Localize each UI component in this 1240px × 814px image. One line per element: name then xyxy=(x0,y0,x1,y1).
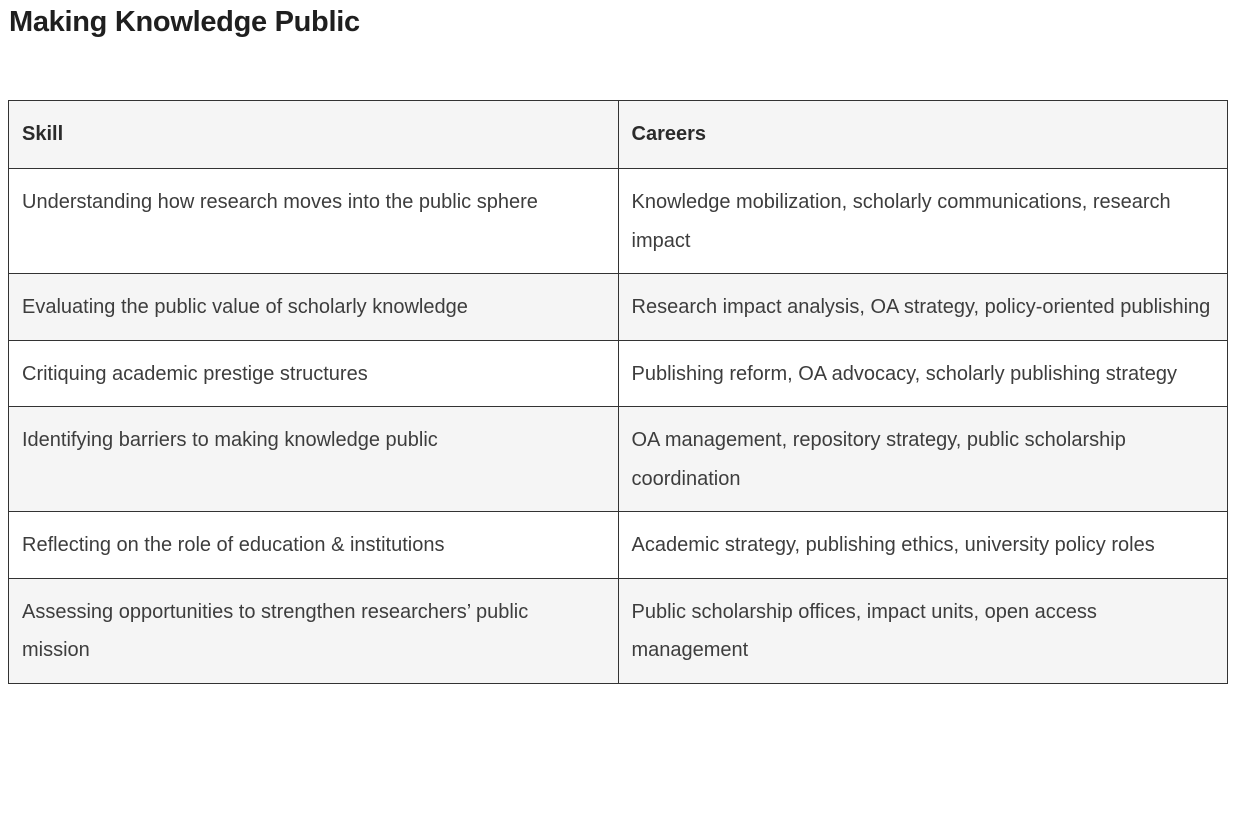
table-row: Reflecting on the role of education & in… xyxy=(8,511,1228,579)
skill-cell: Assessing opportunities to strengthen re… xyxy=(8,577,619,684)
skill-cell: Reflecting on the role of education & in… xyxy=(8,511,619,579)
skills-careers-table: Skill Careers Understanding how research… xyxy=(8,100,1228,684)
careers-cell: Academic strategy, publishing ethics, un… xyxy=(617,511,1228,579)
skill-cell: Evaluating the public value of scholarly… xyxy=(8,273,619,341)
table-row: Evaluating the public value of scholarly… xyxy=(8,273,1228,341)
careers-cell: Public scholarship offices, impact units… xyxy=(617,577,1228,684)
table-header-row: Skill Careers xyxy=(8,100,1228,169)
careers-cell: Publishing reform, OA advocacy, scholarl… xyxy=(617,339,1228,407)
skill-cell: Understanding how research moves into th… xyxy=(8,168,619,274)
column-header-careers: Careers xyxy=(617,100,1228,169)
table-row: Critiquing academic prestige structures P… xyxy=(8,339,1228,407)
table-header: Skill Careers xyxy=(8,100,1228,169)
column-header-skill: Skill xyxy=(8,100,619,169)
careers-cell: Research impact analysis, OA strategy, p… xyxy=(617,273,1228,341)
table-row: Assessing opportunities to strengthen re… xyxy=(8,577,1228,684)
skill-cell: Identifying barriers to making knowledge… xyxy=(8,406,619,512)
skill-cell: Critiquing academic prestige structures xyxy=(8,339,619,407)
careers-cell: OA management, repository strategy, publ… xyxy=(617,406,1228,512)
table-body: Understanding how research moves into th… xyxy=(8,168,1228,684)
careers-cell: Knowledge mobilization, scholarly commun… xyxy=(617,168,1228,274)
table-row: Identifying barriers to making knowledge… xyxy=(8,406,1228,512)
table-row: Understanding how research moves into th… xyxy=(8,168,1228,274)
page-title: Making Knowledge Public xyxy=(9,6,360,38)
